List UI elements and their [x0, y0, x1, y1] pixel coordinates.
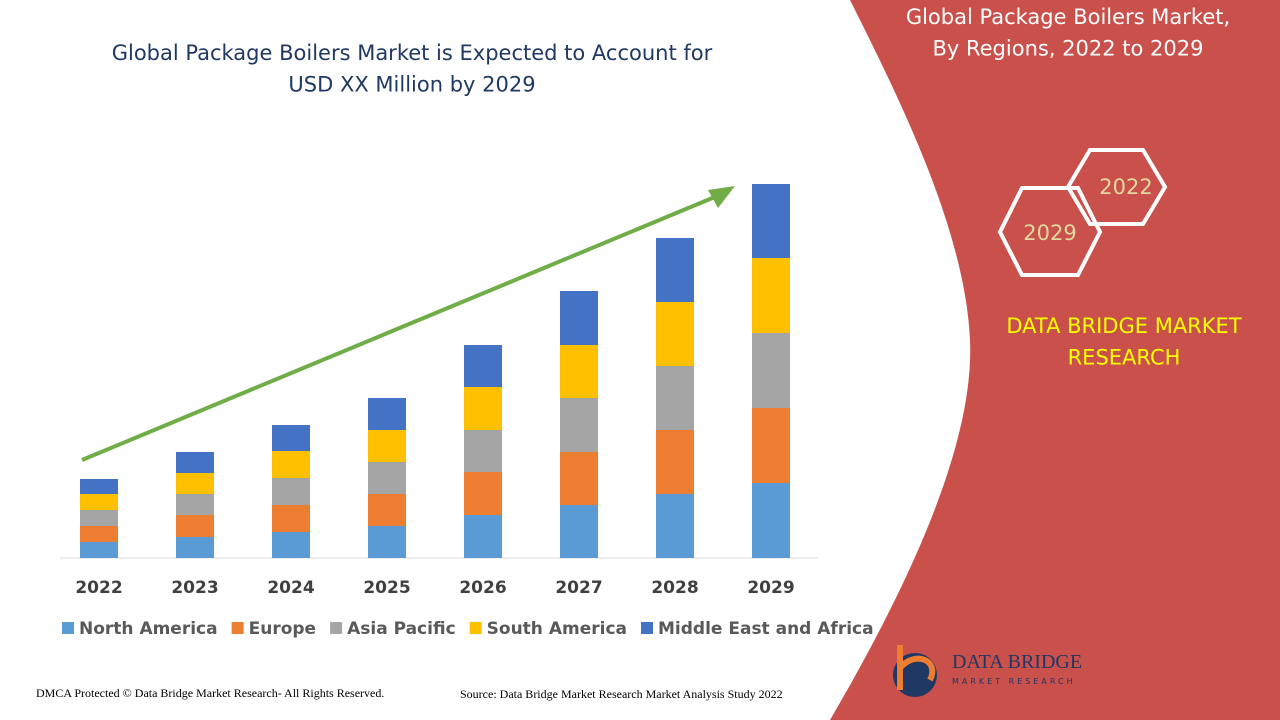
- chart-title: Global Package Boilers Market is Expecte…: [112, 41, 713, 97]
- bar-segment: [176, 473, 214, 494]
- bar-segment: [560, 291, 598, 345]
- bar-segment: [272, 451, 310, 478]
- bar-segment: [80, 510, 118, 526]
- legend-label: North America: [79, 619, 218, 639]
- bar-segment: [272, 478, 310, 505]
- bar-segment: [464, 515, 502, 558]
- bar-segment: [560, 452, 598, 505]
- x-tick-label: 2026: [459, 578, 506, 598]
- x-tick-label: 2024: [267, 578, 314, 598]
- trend-arrow: [81, 192, 723, 462]
- legend-swatch: [469, 622, 482, 634]
- bar-segment: [464, 345, 502, 387]
- legend-swatch: [62, 622, 74, 634]
- bar-segment: [368, 430, 406, 462]
- legend-swatch: [231, 622, 244, 634]
- bar-segment: [272, 505, 310, 532]
- footer-right: Source: Data Bridge Market Research Mark…: [460, 687, 783, 701]
- x-tick-label: 2025: [363, 578, 410, 598]
- x-tick-label: 2023: [171, 578, 218, 598]
- bar-segment: [176, 452, 214, 473]
- bar-segment: [752, 258, 790, 333]
- bar-segment: [80, 494, 118, 510]
- legend-swatch: [330, 622, 343, 634]
- bar-segment: [560, 345, 598, 398]
- hex-year: 2022: [1099, 175, 1152, 199]
- bar-segment: [560, 398, 598, 452]
- bar-segment: [176, 515, 214, 537]
- bar-segment: [176, 494, 214, 515]
- logo-sub: MARKET RESEARCH: [952, 677, 1076, 686]
- bar-segment: [560, 505, 598, 558]
- logo-name: DATA BRIDGE: [952, 651, 1082, 673]
- panel-title-text: Global Package Boilers Market, By Regions…: [906, 5, 1230, 61]
- x-tick-label: 2028: [651, 578, 698, 598]
- legend-label: South America: [487, 619, 627, 639]
- bar-segment: [656, 238, 694, 302]
- bar-segment: [656, 366, 694, 430]
- bar-segment: [656, 430, 694, 494]
- x-tick-label: 2022: [75, 578, 122, 598]
- brand: DATA BRIDGE MARKET RESEARCH: [1006, 314, 1241, 370]
- hexagon: [997, 186, 1103, 277]
- bar-segment: [368, 526, 406, 558]
- legend-swatch: [641, 622, 653, 634]
- bar-segment: [368, 462, 406, 494]
- bar-segment: [176, 537, 214, 558]
- bar-segment: [752, 333, 790, 408]
- bar-segment: [272, 425, 310, 451]
- bar-segment: [752, 184, 790, 258]
- hex-year: 2029: [1023, 221, 1076, 245]
- bar-segment: [656, 494, 694, 558]
- bar-segment: [464, 430, 502, 472]
- bar-segment: [80, 542, 118, 558]
- legend-label: Asia Pacific: [347, 619, 456, 639]
- footer-left: DMCA Protected © Data Bridge Market Rese…: [36, 686, 384, 700]
- bar-segment: [464, 387, 502, 430]
- bar-segment: [368, 494, 406, 526]
- bar-segment: [464, 472, 502, 515]
- bar-segment: [80, 479, 118, 494]
- bar-segment: [80, 526, 118, 542]
- legend-label: Europe: [249, 619, 316, 639]
- x-tick-label: 2029: [747, 578, 794, 598]
- bar-segment: [272, 532, 310, 558]
- bar-segment: [752, 483, 790, 558]
- x-tick-label: 2027: [555, 578, 602, 598]
- arrow-head: [708, 186, 735, 208]
- legend-label: Middle East and Africa: [658, 619, 874, 639]
- bar-segment: [656, 302, 694, 366]
- bar-segment: [752, 408, 790, 483]
- panel-title: Global Package Boilers Market, By Regions…: [906, 5, 1230, 61]
- side-panel: [830, 0, 1280, 720]
- bar-segment: [368, 398, 406, 430]
- logo-b: [897, 645, 936, 690]
